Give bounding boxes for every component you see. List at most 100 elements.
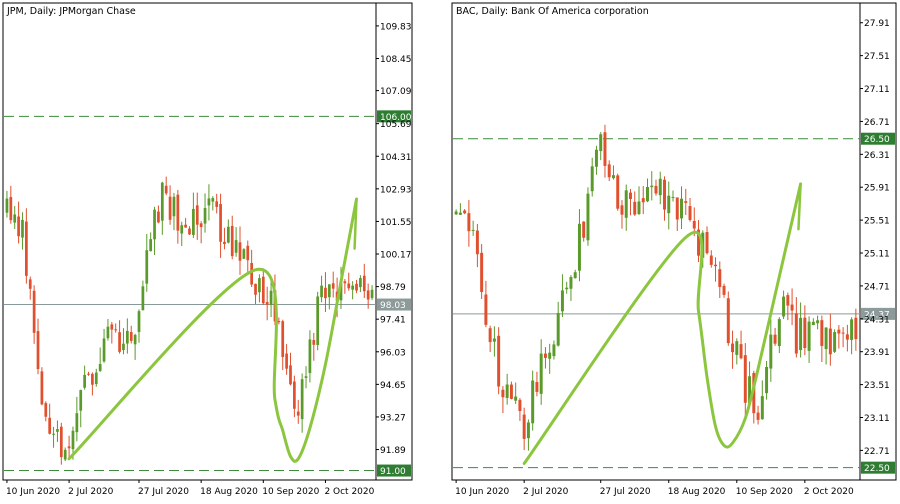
candle-body	[17, 216, 20, 237]
y-tick-label: 105.69	[380, 120, 412, 130]
candle-body	[480, 252, 484, 292]
pattern-curve	[522, 182, 803, 466]
candle-body	[718, 269, 722, 287]
candle-body	[807, 321, 811, 351]
candle-body	[327, 284, 331, 298]
candle-body	[628, 192, 632, 200]
candle-body	[820, 320, 824, 346]
candle-body	[526, 422, 530, 439]
candle-body	[304, 376, 308, 378]
candle-body	[63, 449, 67, 460]
candle-body	[565, 287, 569, 290]
y-tick-label: 108.45	[380, 55, 412, 65]
candle-body	[611, 175, 615, 179]
candle-body	[709, 255, 713, 265]
x-tick-label: 18 Aug 2020	[668, 487, 726, 497]
y-tick-label: 27.51	[864, 52, 890, 62]
candle-body	[714, 264, 718, 267]
candle-body	[726, 298, 730, 344]
candle-body	[230, 225, 234, 257]
candle-body	[5, 198, 9, 213]
candle-body	[543, 353, 547, 358]
y-tick-label: 25.11	[864, 250, 890, 260]
y-tick-label: 27.91	[864, 19, 890, 29]
candle-body	[620, 205, 624, 215]
last-price-label: 98.03	[377, 298, 411, 311]
resistance-label-box	[861, 132, 895, 145]
x-tick-label: 10 Sep 2020	[262, 487, 319, 497]
chart-panel-bac[interactable]: 26.50 22.50 24.37 27.91 27.51 27.11 26.71 26.3…	[451, 2, 897, 497]
candle-body	[603, 132, 607, 166]
candle-body	[811, 321, 815, 326]
candle-body	[289, 365, 292, 385]
candle-body	[339, 283, 343, 301]
candle-body	[91, 373, 94, 385]
candle-body	[624, 190, 628, 218]
candle-body	[223, 241, 226, 245]
y-tick-label: 98.79	[380, 283, 406, 293]
candle-body	[488, 328, 492, 343]
candle-body	[458, 212, 462, 215]
support-label: 91.00	[377, 464, 411, 477]
candle-body	[141, 286, 145, 311]
candle-body	[52, 433, 55, 435]
support-label-box	[377, 464, 411, 477]
candle-body	[833, 332, 837, 352]
support-label-text: 22.50	[864, 464, 890, 474]
resistance-label-box	[377, 110, 411, 123]
last-price-label-box	[861, 307, 895, 320]
candle-body	[269, 290, 273, 305]
candle-body	[735, 341, 739, 355]
candle-body	[539, 353, 543, 394]
y-tick-label: 24.31	[864, 315, 890, 325]
candle-body	[370, 289, 374, 299]
support-label: 22.50	[861, 461, 895, 474]
candle-body	[484, 294, 488, 325]
candle-body	[265, 302, 269, 305]
candle-body	[722, 285, 726, 295]
y-tick-label: 25.51	[864, 217, 890, 227]
candle-body	[522, 414, 526, 439]
candle-body	[463, 210, 467, 214]
candle-body	[102, 338, 106, 362]
candle-body	[195, 205, 199, 225]
y-tick-label: 109.83	[380, 22, 412, 32]
candle-body	[308, 339, 312, 373]
y-tick-label: 102.93	[380, 185, 412, 195]
candle-body	[48, 417, 52, 434]
candle-body	[13, 214, 17, 223]
candle-body	[514, 396, 518, 401]
plot-frame	[451, 2, 897, 481]
candle-body	[87, 373, 90, 375]
candle-body	[359, 278, 362, 288]
candle-body	[118, 332, 121, 352]
candle-body	[548, 352, 552, 359]
pattern-tail	[353, 197, 358, 250]
x-tick-label: 2 Jul 2020	[523, 487, 568, 497]
candle-body	[743, 355, 747, 403]
candle-body	[172, 196, 176, 217]
candle-body	[667, 195, 671, 214]
y-tick-label: 25.91	[864, 184, 890, 194]
candle-body	[207, 198, 211, 206]
candle-body	[250, 262, 254, 285]
candle-body	[799, 317, 803, 351]
candle-body	[577, 223, 581, 271]
chart-title: BAC, Daily: Bank Of America corporation	[456, 6, 649, 17]
candle-body	[616, 175, 620, 209]
y-tick-label: 91.89	[380, 446, 406, 456]
x-tick-label: 10 Sep 2020	[736, 487, 793, 497]
candle-body	[509, 384, 513, 399]
candle-body	[594, 149, 598, 167]
candle-body	[316, 296, 320, 345]
candle-body	[160, 182, 164, 221]
candle-body	[646, 186, 649, 202]
candle-body	[296, 411, 300, 416]
candle-body	[21, 219, 24, 238]
candle-body	[607, 164, 611, 178]
candle-body	[854, 317, 858, 340]
chart-panel-jpm[interactable]: 106.00 91.00 98.03 109.83 108.45 107.09 105.6…	[2, 2, 413, 497]
x-tick-label: 27 Jul 2020	[138, 487, 189, 497]
candle-body	[786, 295, 790, 306]
